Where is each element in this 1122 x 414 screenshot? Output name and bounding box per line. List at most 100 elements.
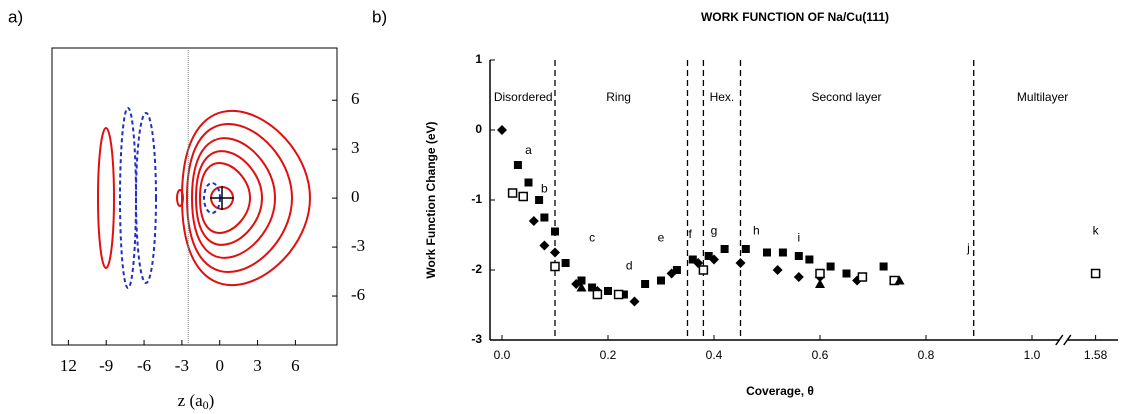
annotation: c bbox=[589, 231, 595, 245]
panel-label: a) bbox=[8, 7, 23, 26]
contour bbox=[97, 127, 115, 269]
y-tick-label: -2 bbox=[471, 262, 482, 276]
x-tick-label: 0.4 bbox=[706, 348, 723, 362]
annotation: h bbox=[753, 224, 760, 238]
data-point bbox=[709, 254, 719, 265]
data-point bbox=[550, 247, 560, 258]
data-point bbox=[772, 265, 783, 275]
data-point bbox=[672, 266, 681, 274]
panel-b: WORK FUNCTION OF Na/Cu(111) 0.0 0.2 0.4 0.6 0… bbox=[424, 10, 1118, 398]
contour bbox=[186, 123, 294, 273]
region-label: Hex. bbox=[710, 90, 735, 104]
data-point bbox=[518, 191, 528, 202]
data-point bbox=[704, 252, 713, 260]
plot-frame bbox=[51, 47, 338, 346]
x-axis-label-text: z (a bbox=[178, 391, 203, 410]
data-point bbox=[641, 280, 650, 288]
x-tick-label: 0.0 bbox=[494, 348, 511, 362]
data-point bbox=[778, 248, 787, 257]
contour bbox=[191, 137, 277, 259]
data-point bbox=[524, 178, 533, 187]
data-point bbox=[826, 262, 835, 271]
contour bbox=[195, 150, 264, 246]
x-tick-label: 0.2 bbox=[600, 348, 617, 362]
x-tick-label: 0 bbox=[215, 356, 224, 375]
y-tick-label: 1 bbox=[475, 52, 482, 66]
region-label: Ring bbox=[606, 90, 631, 104]
chart-title: WORK FUNCTION OF Na/Cu(111) bbox=[701, 10, 889, 24]
x-tick-label: 1.58 bbox=[1084, 348, 1108, 362]
data-point bbox=[793, 272, 804, 282]
data-point bbox=[720, 245, 729, 253]
annotation: a bbox=[525, 143, 532, 157]
annotation: e bbox=[658, 231, 665, 245]
data-point bbox=[894, 275, 905, 285]
region-label: Disordered bbox=[494, 90, 553, 104]
data-point bbox=[571, 279, 582, 289]
x-tick-label: 1.0 bbox=[1024, 348, 1041, 362]
data-point bbox=[815, 279, 825, 288]
data-point bbox=[794, 252, 803, 260]
data-point bbox=[741, 245, 750, 253]
annotation: b bbox=[541, 182, 548, 196]
annotation: j bbox=[966, 241, 970, 255]
x-axis-label-sub: 0 bbox=[203, 398, 209, 412]
x-tick-label: 0.8 bbox=[918, 348, 935, 362]
data-point bbox=[540, 213, 549, 222]
data-point bbox=[842, 269, 851, 278]
x-axis-label-end: ) bbox=[209, 391, 215, 410]
x-tick-label: -3 bbox=[175, 356, 189, 375]
data-point bbox=[1090, 268, 1101, 279]
annotation: k bbox=[1093, 224, 1100, 238]
data-point bbox=[497, 125, 507, 135]
data-point bbox=[805, 255, 814, 264]
data-point bbox=[535, 196, 544, 204]
annotation: d bbox=[626, 259, 633, 273]
y-tick-label: -3 bbox=[351, 236, 365, 255]
x-axis-label: Coverage, θ bbox=[746, 384, 814, 398]
y-tick-label: 0 bbox=[475, 122, 482, 136]
panel-label: b) bbox=[372, 7, 387, 26]
region-label: Second layer bbox=[811, 90, 881, 104]
y-tick-label: 3 bbox=[351, 138, 360, 157]
data-point bbox=[551, 227, 559, 236]
data-point bbox=[629, 296, 640, 307]
data-point bbox=[513, 161, 522, 169]
data-point bbox=[815, 268, 825, 279]
axis-break bbox=[1055, 334, 1072, 346]
data-point bbox=[576, 282, 587, 292]
x-axis-label: z (a0) bbox=[178, 391, 215, 412]
y-tick-label: -6 bbox=[351, 285, 365, 304]
data-point bbox=[857, 272, 868, 282]
y-axis-label: Work Function Change (eV) bbox=[424, 121, 438, 278]
annotation: g bbox=[711, 224, 718, 238]
nucleus-marker bbox=[210, 186, 234, 210]
x-tick-label: -6 bbox=[137, 356, 151, 375]
data-point bbox=[735, 258, 746, 268]
contour bbox=[119, 107, 137, 289]
data-point bbox=[592, 289, 603, 300]
data-point bbox=[528, 216, 539, 226]
data-point bbox=[507, 188, 518, 198]
x-tick-label: 3 bbox=[253, 356, 262, 375]
y-tick-label: 6 bbox=[351, 89, 360, 108]
x-tick-label: -9 bbox=[99, 356, 113, 375]
contour bbox=[135, 112, 157, 284]
x-tick-label: 6 bbox=[291, 356, 300, 375]
data-point bbox=[619, 290, 628, 299]
data-point bbox=[763, 248, 771, 257]
contour bbox=[181, 110, 312, 286]
y-tick-label: -1 bbox=[471, 192, 482, 206]
y-tick-label: -3 bbox=[471, 332, 482, 346]
data-point bbox=[588, 283, 597, 292]
data-point bbox=[698, 265, 709, 275]
contours-positive bbox=[97, 110, 312, 286]
data-point bbox=[613, 289, 624, 300]
data-point bbox=[657, 276, 665, 285]
data-point bbox=[577, 276, 586, 285]
annotation: f bbox=[688, 227, 692, 241]
data-point bbox=[688, 255, 697, 264]
y-tick-label: 0 bbox=[351, 187, 360, 206]
